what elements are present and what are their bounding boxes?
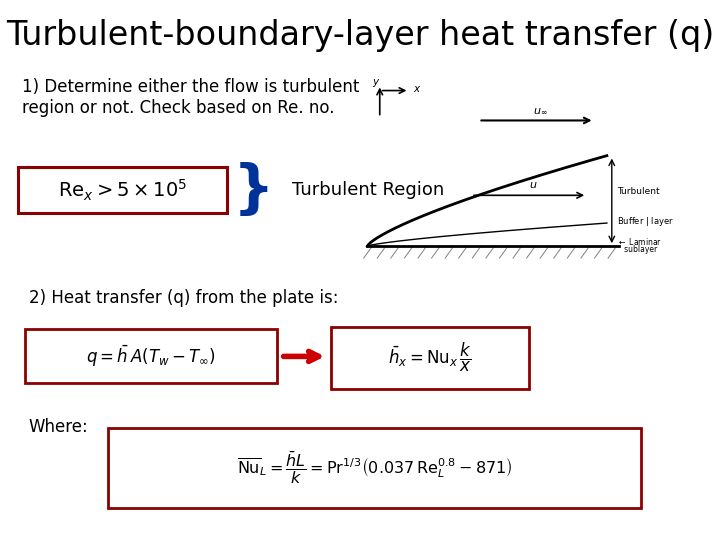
Text: sublayer: sublayer: [617, 245, 657, 254]
Text: $y$: $y$: [372, 77, 381, 89]
Text: Turbulent Region: Turbulent Region: [292, 181, 444, 199]
Text: Where:: Where:: [29, 418, 89, 436]
FancyBboxPatch shape: [25, 329, 277, 383]
Text: $\mathrm{Re}_{x}>5\times10^{5}$: $\mathrm{Re}_{x}>5\times10^{5}$: [58, 178, 187, 202]
Text: $u_\infty$: $u_\infty$: [533, 106, 547, 116]
Text: $q = \bar{h}\,A\left(T_w - T_\infty\right)$: $q = \bar{h}\,A\left(T_w - T_\infty\righ…: [86, 343, 216, 369]
FancyBboxPatch shape: [331, 327, 529, 389]
FancyBboxPatch shape: [18, 167, 227, 213]
Text: $\overline{\mathrm{Nu}}_L = \dfrac{\bar{h}L}{k} = \mathrm{Pr}^{1/3}\left(0.037\,: $\overline{\mathrm{Nu}}_L = \dfrac{\bar{…: [237, 449, 512, 486]
Text: Turbulent: Turbulent: [617, 187, 660, 197]
Text: Turbulent-boundary-layer heat transfer (q): Turbulent-boundary-layer heat transfer (…: [6, 19, 714, 52]
Text: 2) Heat transfer (q) from the plate is:: 2) Heat transfer (q) from the plate is:: [29, 289, 338, 307]
FancyBboxPatch shape: [108, 428, 641, 508]
Text: $u$: $u$: [528, 180, 537, 190]
Text: 1) Determine either the flow is turbulent
region or not. Check based on Re. no.: 1) Determine either the flow is turbulen…: [22, 78, 359, 117]
Text: Buffer $|$ layer: Buffer $|$ layer: [617, 215, 673, 228]
Text: $\bar{h}_x = \mathrm{Nu}_x\,\dfrac{k}{x}$: $\bar{h}_x = \mathrm{Nu}_x\,\dfrac{k}{x}…: [388, 341, 472, 374]
Text: $x$: $x$: [413, 84, 422, 94]
Text: $\leftarrow$ Laminar: $\leftarrow$ Laminar: [617, 236, 662, 247]
Text: }: }: [233, 161, 274, 219]
